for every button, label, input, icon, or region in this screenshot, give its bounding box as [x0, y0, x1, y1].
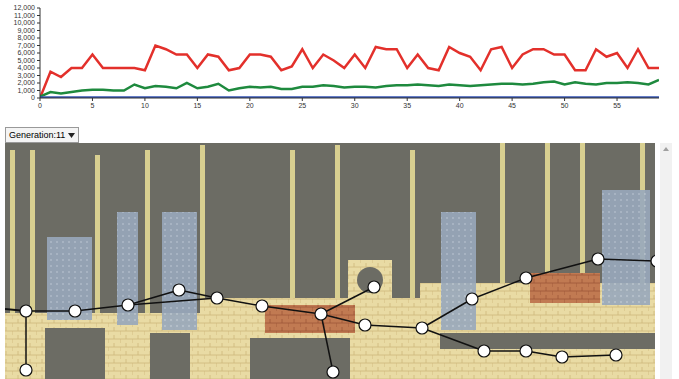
svg-text:35: 35 [403, 102, 411, 109]
svg-text:10: 10 [141, 102, 149, 109]
svg-text:3,000: 3,000 [17, 72, 35, 79]
svg-text:8,000: 8,000 [17, 34, 35, 41]
svg-text:5,000: 5,000 [17, 57, 35, 64]
svg-text:15: 15 [193, 102, 201, 109]
svg-text:11,000: 11,000 [14, 12, 35, 19]
svg-text:25: 25 [298, 102, 306, 109]
svg-text:55: 55 [613, 102, 621, 109]
svg-text:5: 5 [91, 102, 95, 109]
svg-text:10,000: 10,000 [14, 19, 36, 26]
svg-text:40: 40 [456, 102, 464, 109]
svg-text:20: 20 [246, 102, 254, 109]
svg-text:50: 50 [561, 102, 569, 109]
svg-text:1,000: 1,000 [17, 87, 35, 94]
svg-text:0: 0 [31, 94, 35, 101]
svg-text:12,000: 12,000 [14, 4, 36, 11]
svg-text:0: 0 [38, 102, 42, 109]
svg-text:6,000: 6,000 [17, 49, 35, 56]
svg-text:45: 45 [508, 102, 516, 109]
html-text:Generation:11: Generation:11 [9, 130, 66, 140]
svg-text:9,000: 9,000 [17, 27, 35, 34]
svg-text:2,000: 2,000 [17, 79, 35, 86]
svg-text:4,000: 4,000 [17, 64, 35, 71]
svg-text:30: 30 [351, 102, 359, 109]
svg-text:7,000: 7,000 [17, 42, 35, 49]
